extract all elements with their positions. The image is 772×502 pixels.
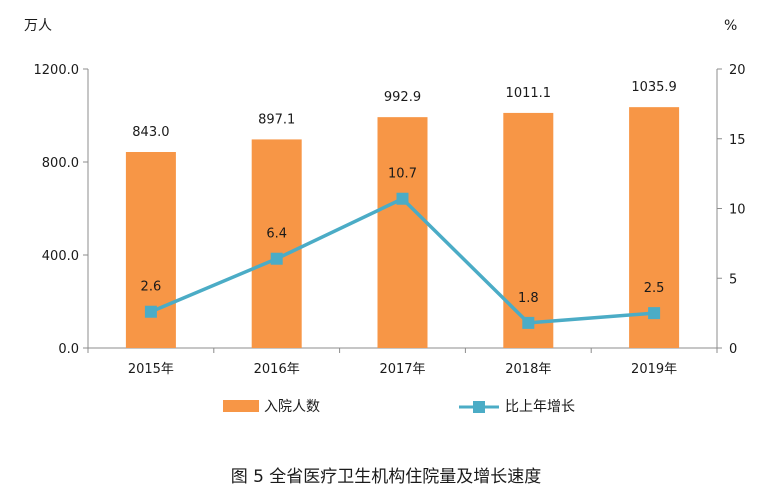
x-tick-label: 2016年 — [254, 362, 300, 377]
chart-axes: 0.0 400.0 800.0 1200.0 0 5 10 15 20 2015年 2016年 201… — [34, 63, 746, 377]
bar-value-label: 843.0 — [132, 125, 169, 140]
right-y-tick-label: 20 — [729, 63, 746, 78]
line-point — [144, 305, 157, 318]
line-value-label: 2.5 — [644, 281, 665, 296]
legend-label-bar: 入院人数 — [264, 399, 320, 415]
left-y-tick-label: 0.0 — [58, 342, 79, 357]
bar-value-label: 1011.1 — [506, 86, 552, 101]
bar-series — [125, 107, 680, 348]
right-y-tick-label: 15 — [729, 133, 746, 148]
x-tick-label: 2015年 — [128, 362, 174, 377]
right-y-tick-label: 0 — [729, 342, 737, 357]
left-axis-unit: 万人 — [24, 18, 52, 34]
line-point — [396, 192, 409, 205]
left-y-tick-label: 400.0 — [42, 249, 79, 264]
chart-caption: 图 5 全省医疗卫生机构住院量及增长速度 — [231, 467, 542, 487]
data-labels: 843.0 897.1 992.9 1011.1 1035.9 2.6 6.4 10.7 1.8… — [132, 80, 677, 306]
line-point — [648, 307, 661, 320]
bar — [503, 112, 554, 348]
line-value-label: 10.7 — [388, 167, 417, 182]
bar-value-label: 992.9 — [384, 90, 421, 105]
right-axis-unit: % — [724, 18, 737, 34]
line-point — [270, 252, 283, 265]
line-point — [522, 316, 535, 329]
line-series — [144, 192, 661, 329]
line-value-label: 6.4 — [266, 227, 287, 242]
bar — [125, 152, 176, 348]
bar — [251, 139, 302, 348]
x-tick-label: 2018年 — [505, 362, 551, 377]
x-tick-label: 2017年 — [379, 362, 425, 377]
bar-value-label: 897.1 — [258, 112, 295, 127]
legend: 入院人数 比上年增长 — [223, 399, 575, 415]
bar-value-label: 1035.9 — [631, 80, 677, 95]
left-y-tick-label: 1200.0 — [34, 63, 80, 78]
line-value-label: 2.6 — [141, 280, 162, 295]
bar — [377, 117, 428, 348]
legend-swatch-marker — [473, 401, 485, 413]
right-y-tick-label: 5 — [729, 272, 737, 287]
legend-swatch-bar — [223, 400, 259, 412]
left-y-tick-label: 800.0 — [42, 156, 79, 171]
x-tick-label: 2019年 — [631, 362, 677, 377]
right-y-tick-label: 10 — [729, 203, 746, 218]
legend-label-line: 比上年增长 — [505, 399, 575, 415]
line-value-label: 1.8 — [518, 291, 539, 306]
